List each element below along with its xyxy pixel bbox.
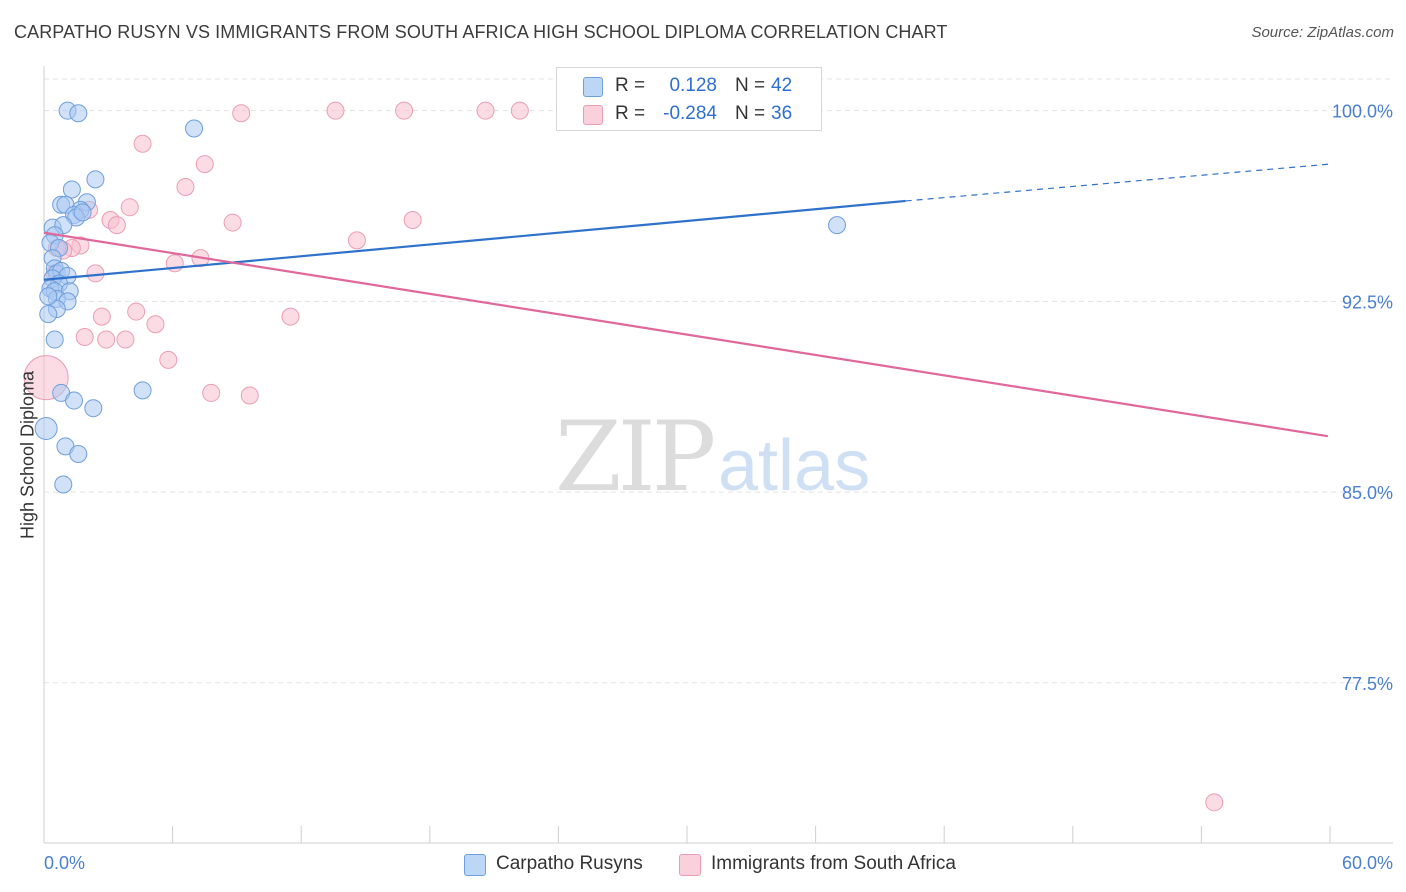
n-label: N = (735, 103, 766, 124)
n-label: N = (735, 75, 766, 96)
carpatho-rusyn-point (84, 399, 103, 418)
chart-title: CARPATHO RUSYN VS IMMIGRANTS FROM SOUTH … (14, 22, 948, 42)
carpatho-rusyn-point (73, 203, 92, 222)
carpatho-rusyn-trendline-extension (905, 163, 1331, 202)
south-africa-point (133, 134, 152, 153)
carpatho-rusyn-point (45, 330, 64, 349)
south-africa-point (86, 264, 105, 283)
carpatho-rusyn-point (65, 391, 84, 410)
carpatho-rusyn-point (34, 417, 58, 441)
carpatho-rusyn-point (69, 104, 88, 123)
watermark-zip: ZIP (555, 401, 714, 513)
south-africa-point (97, 330, 116, 349)
r-value: 0.128 (669, 75, 717, 96)
trend-layer (43, 163, 1331, 438)
x-tick-label: 0.0% (44, 853, 85, 873)
r-label: R = (615, 75, 646, 96)
carpatho-rusyn-point (86, 170, 105, 189)
south-africa-point (1205, 793, 1224, 812)
legend-swatch-blue (583, 77, 603, 97)
tick-labels: 77.5% 85.0% 92.5% 100.0% 0.0% 60.0% (44, 102, 1393, 873)
r-value: -0.284 (663, 103, 717, 124)
south-africa-point (75, 327, 94, 346)
carpatho-rusyn-point (185, 119, 204, 138)
n-value: 42 (771, 75, 793, 96)
south-africa-point (202, 383, 221, 402)
x-tick-label: 60.0% (1342, 853, 1393, 873)
south-africa-point (240, 386, 259, 405)
series-legend: Carpatho Rusyns Immigrants from South Af… (0, 852, 1406, 880)
legend-label: Carpatho Rusyns (496, 853, 643, 874)
watermark-atlas: atlas (718, 426, 870, 506)
legend-swatch-blue (464, 854, 486, 876)
y-tick-label: 77.5% (1342, 674, 1393, 694)
carpatho-rusyn-point (828, 216, 847, 235)
legend-label: Immigrants from South Africa (711, 853, 956, 874)
south-africa-point (146, 315, 165, 334)
y-tick-label: 92.5% (1342, 292, 1393, 312)
south-africa-point (476, 101, 495, 120)
carpatho-rusyn-trendline (43, 199, 906, 281)
south-africa-point (116, 330, 135, 349)
carpatho-rusyn-point (54, 475, 73, 494)
carpatho-rusyn-point (133, 381, 152, 400)
south-africa-point (223, 213, 242, 232)
south-africa-point (347, 231, 366, 250)
watermark: ZIP atlas (555, 401, 870, 513)
grid-layer (44, 78, 1390, 684)
y-axis-label: High School Diploma (17, 370, 38, 540)
chart-source: Source: ZipAtlas.com (1251, 24, 1394, 41)
carpatho-rusyn-point (69, 444, 88, 463)
south-africa-point (92, 307, 111, 326)
carpatho-rusyn-point (39, 287, 58, 306)
legend-swatch-pink (583, 105, 603, 125)
south-africa-point (510, 101, 529, 120)
south-africa-point (195, 155, 214, 174)
south-africa-point (232, 104, 251, 123)
south-africa-point (127, 302, 146, 321)
south-africa-point (176, 177, 195, 196)
carpatho-rusyn-points (34, 101, 847, 494)
stats-row-south-africa: R = -0.284 N = 36 (557, 101, 821, 129)
south-africa-point (403, 211, 422, 230)
south-africa-point (326, 101, 345, 120)
y-tick-label: 85.0% (1342, 483, 1393, 503)
axis-layer (43, 66, 1393, 844)
south-africa-point (159, 350, 178, 369)
carpatho-rusyn-point (39, 305, 58, 324)
r-label: R = (615, 103, 646, 124)
stats-legend: R = 0.128 N = 42 R = -0.284 N = 36 (556, 67, 822, 131)
n-value: 36 (771, 103, 793, 124)
south-africa-point (107, 216, 126, 235)
y-tick-label: 100.0% (1332, 102, 1393, 122)
stats-row-carpatho: R = 0.128 N = 42 (557, 73, 821, 101)
legend-swatch-pink (679, 854, 701, 876)
south-africa-point (281, 307, 300, 326)
south-africa-point (395, 101, 414, 120)
south-africa-point (120, 198, 139, 217)
south-africa-trendline (43, 231, 1329, 438)
carpatho-rusyn-point (62, 180, 81, 199)
